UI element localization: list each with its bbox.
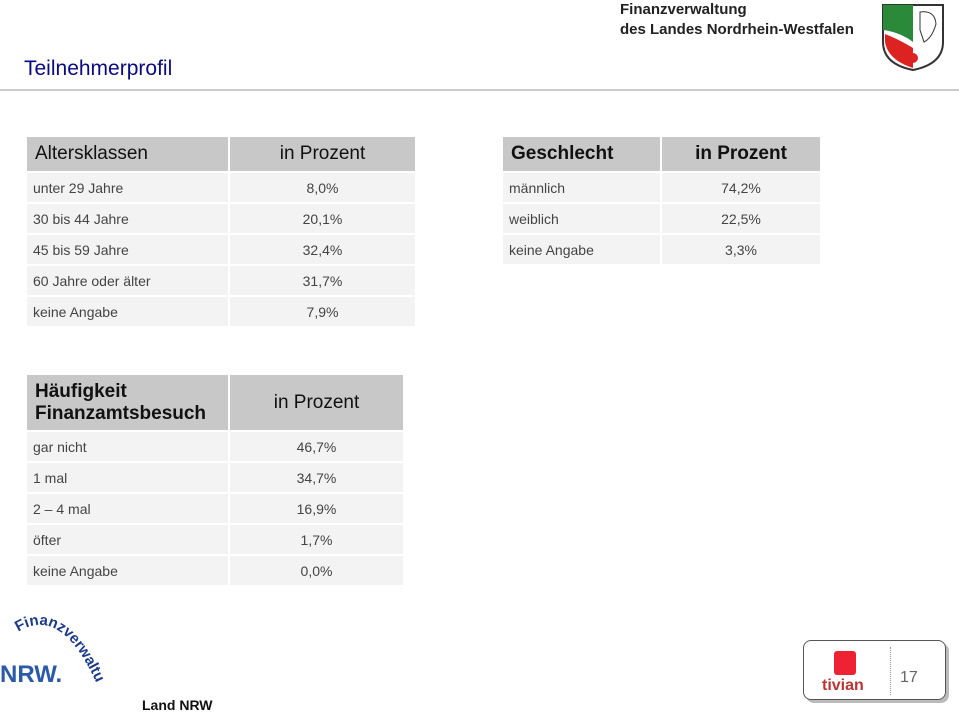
header-cell: in Prozent [230, 137, 415, 171]
value-cell: 74,2% [662, 173, 820, 202]
label-cell: 2 – 4 mal [27, 494, 228, 523]
header-row: Geschlecht in Prozent [503, 137, 820, 171]
slide-title: Teilnehmerprofil [24, 57, 173, 80]
brand-name: tivian [822, 677, 864, 694]
org-line: Finanzverwaltung [620, 1, 747, 18]
label-cell: öfter [27, 525, 228, 554]
value-cell: 16,9% [230, 494, 403, 523]
value-cell: 1,7% [230, 525, 403, 554]
value-cell: 22,5% [662, 204, 820, 233]
table-row: 1 mal 34,7% [27, 463, 403, 492]
table-row: unter 29 Jahre 8,0% [27, 173, 415, 202]
header-row: Altersklassen in Prozent [27, 137, 415, 171]
value-cell: 7,9% [230, 297, 415, 326]
page-number: 17 [900, 669, 918, 686]
label-cell: keine Angabe [503, 235, 660, 264]
value-cell: 0,0% [230, 556, 403, 585]
value-cell: 31,7% [230, 266, 415, 295]
table-row: männlich 74,2% [503, 173, 820, 202]
brand-icon [834, 651, 856, 675]
label-cell: gar nicht [27, 432, 228, 461]
table-row: keine Angabe 3,3% [503, 235, 820, 264]
label-cell: männlich [503, 173, 660, 202]
header-cell: in Prozent [230, 375, 403, 430]
table-row: 30 bis 44 Jahre 20,1% [27, 204, 415, 233]
value-cell: 3,3% [662, 235, 820, 264]
label-cell: 30 bis 44 Jahre [27, 204, 228, 233]
header-cell: Altersklassen [27, 137, 228, 171]
coat-of-arms [882, 4, 944, 72]
value-cell: 34,7% [230, 463, 403, 492]
divider [890, 647, 892, 695]
label-cell: 60 Jahre oder älter [27, 266, 228, 295]
table-row: 2 – 4 mal 16,9% [27, 494, 403, 523]
table-row: keine Angabe 0,0% [27, 556, 403, 585]
label-cell: unter 29 Jahre [27, 173, 228, 202]
data-table: Geschlecht in Prozent männlich 74,2% weiblic… [501, 135, 822, 266]
header-row: Häufigkeit Finanzamtsbesuch in Prozent [27, 375, 403, 430]
org-line: des Landes Nordrhein-Westfalen [620, 21, 854, 38]
value-cell: 46,7% [230, 432, 403, 461]
header-cell: Häufigkeit Finanzamtsbesuch [27, 375, 228, 430]
footer-label: Land NRW [142, 697, 213, 713]
data-table: Altersklassen in Prozent unter 29 Jahre 8,0… [25, 135, 417, 328]
label-cell: 45 bis 59 Jahre [27, 235, 228, 264]
label-cell: keine Angabe [27, 297, 228, 326]
brand-box: tivian 17 [803, 640, 946, 700]
title-rule [0, 89, 959, 91]
label-cell: weiblich [503, 204, 660, 233]
label-cell: 1 mal [27, 463, 228, 492]
nrw-logo: Finanzverwaltung NRW. [0, 610, 108, 688]
table-row: keine Angabe 7,9% [27, 297, 415, 326]
value-cell: 8,0% [230, 173, 415, 202]
data-table: Häufigkeit Finanzamtsbesuch in Prozent gar… [25, 373, 405, 587]
table-row: 60 Jahre oder älter 31,7% [27, 266, 415, 295]
table-row: gar nicht 46,7% [27, 432, 403, 461]
table-row: öfter 1,7% [27, 525, 403, 554]
header-cell: in Prozent [662, 137, 820, 171]
logo-nrw: NRW. [0, 661, 62, 688]
value-cell: 20,1% [230, 204, 415, 233]
table-row: weiblich 22,5% [503, 204, 820, 233]
value-cell: 32,4% [230, 235, 415, 264]
label-cell: keine Angabe [27, 556, 228, 585]
table-row: 45 bis 59 Jahre 32,4% [27, 235, 415, 264]
header-cell: Geschlecht [503, 137, 660, 171]
